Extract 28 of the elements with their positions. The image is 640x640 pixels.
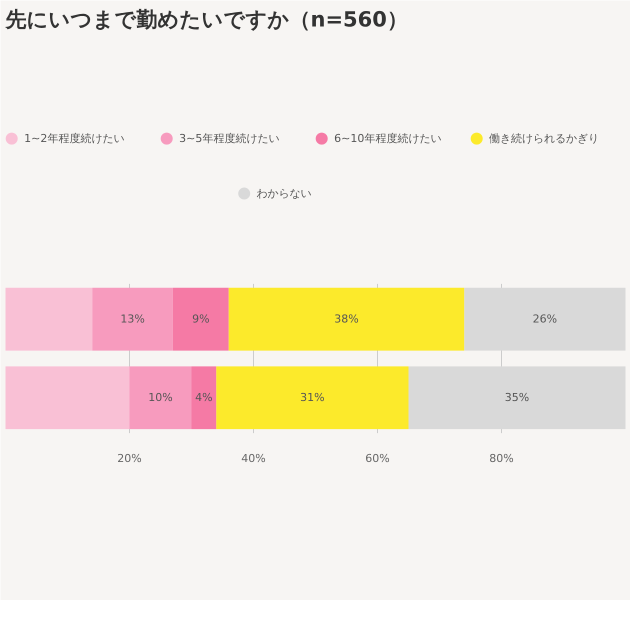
chart-title: 先にいつまで勤めたいですか（n=560） — [4, 8, 408, 32]
data-label: 4% — [195, 391, 213, 404]
legend-label: わからない — [256, 187, 312, 200]
data-label: 31% — [300, 391, 325, 404]
legend-label: 1~2年程度続けたい — [24, 132, 124, 146]
bar — [408, 366, 626, 430]
data-label: 13% — [120, 312, 145, 326]
bar — [172, 288, 229, 351]
legend-label: 働き続けられるかぎり — [489, 132, 600, 146]
data-label: 10% — [148, 391, 173, 404]
bar — [464, 288, 626, 351]
x-tick-label: 60% — [365, 452, 390, 465]
data-label: 35% — [504, 391, 530, 404]
bar — [216, 366, 408, 430]
data-label: 9% — [192, 312, 210, 326]
legend-label: 6~10年程度続けたい — [334, 132, 442, 146]
x-tick-label: 40% — [241, 452, 266, 465]
data-label: 26% — [532, 312, 558, 326]
x-tick-label: 80% — [489, 452, 514, 465]
x-tick-label: 20% — [117, 452, 142, 465]
data-label: 38% — [334, 312, 359, 326]
legend-label: 3~5年程度続けたい — [179, 132, 280, 146]
bar — [228, 288, 464, 351]
bar — [6, 288, 92, 351]
bar — [6, 366, 130, 430]
bar — [130, 366, 192, 430]
bar — [92, 288, 173, 351]
bar — [192, 366, 216, 430]
